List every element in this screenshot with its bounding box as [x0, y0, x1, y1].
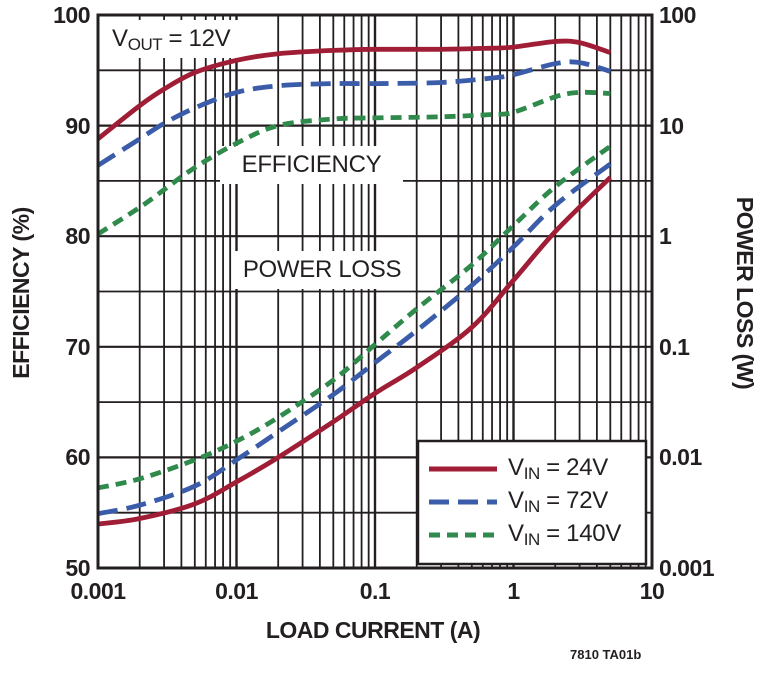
x-tick-1: 1 — [507, 578, 520, 604]
y-right-tick-0.1: 0.1 — [659, 333, 690, 360]
legend-label-pre: V — [508, 454, 524, 481]
power-loss-annotation: POWER LOSS — [242, 256, 402, 283]
legend-label-post: = 140V — [539, 520, 622, 547]
legend-label-sub: IN — [523, 530, 541, 549]
power-loss-annotation-box — [235, 251, 409, 289]
x-tick-0.01: 0.01 — [215, 578, 258, 604]
vout-pre: V — [112, 25, 128, 52]
efficiency-curve — [96, 89, 611, 237]
legend-label-post: = 24V — [539, 454, 608, 481]
efficiency-annotation: EFFICIENCY — [241, 151, 382, 178]
y-left-tick-60: 60 — [65, 444, 90, 471]
power-loss-curve — [97, 144, 612, 491]
y-left-tick-80: 80 — [65, 223, 90, 250]
efficiency-curve — [96, 38, 612, 141]
efficiency-annotation-box — [220, 146, 403, 184]
y-right-tick-1: 1 — [659, 223, 672, 250]
legend-item-vin-24v: VIN = 24V — [508, 454, 608, 484]
y-right-tick-100: 100 — [659, 2, 696, 28]
vout-annotation: VOUT = 12V — [112, 24, 231, 54]
legend-label-sub: IN — [523, 497, 541, 516]
y-right-tick-10: 10 — [659, 112, 684, 139]
x-tick-0.001: 0.001 — [70, 578, 126, 604]
y-left-tick-90: 90 — [65, 112, 90, 139]
y-left-tick-50: 50 — [65, 555, 90, 581]
figure-caption: 7810 TA01b — [570, 647, 642, 662]
x-tick-10: 10 — [639, 578, 665, 604]
legend-label-pre: V — [508, 487, 524, 514]
y-left-tick-100: 100 — [53, 2, 90, 28]
legend-box — [416, 439, 648, 566]
power-loss-curve — [97, 162, 612, 517]
power-loss-curve — [97, 175, 612, 527]
legend-item-vin-72v: VIN = 72V — [508, 487, 608, 517]
y-left-tick-70: 70 — [65, 333, 90, 360]
legend-item-vin-140v: VIN = 140V — [508, 520, 621, 550]
right-axis-title: POWER LOSS (W) — [732, 196, 758, 390]
x-tick-0.1: 0.1 — [359, 578, 391, 604]
y-right-tick-0.001: 0.001 — [659, 555, 715, 581]
vout-post: = 12V — [162, 25, 231, 52]
left-axis-title: EFFICIENCY (%) — [8, 207, 34, 379]
vout-sub: OUT — [127, 35, 163, 54]
legend-label-sub: IN — [523, 464, 541, 483]
legend-label-post: = 72V — [539, 487, 608, 514]
y-right-tick-0.01: 0.01 — [659, 444, 702, 471]
plot-border — [96, 13, 654, 570]
legend-label-pre: V — [508, 520, 524, 547]
vout-annotation-box — [107, 20, 254, 58]
x-axis-title: LOAD CURRENT (A) — [265, 617, 481, 643]
efficiency-curve — [96, 59, 612, 168]
